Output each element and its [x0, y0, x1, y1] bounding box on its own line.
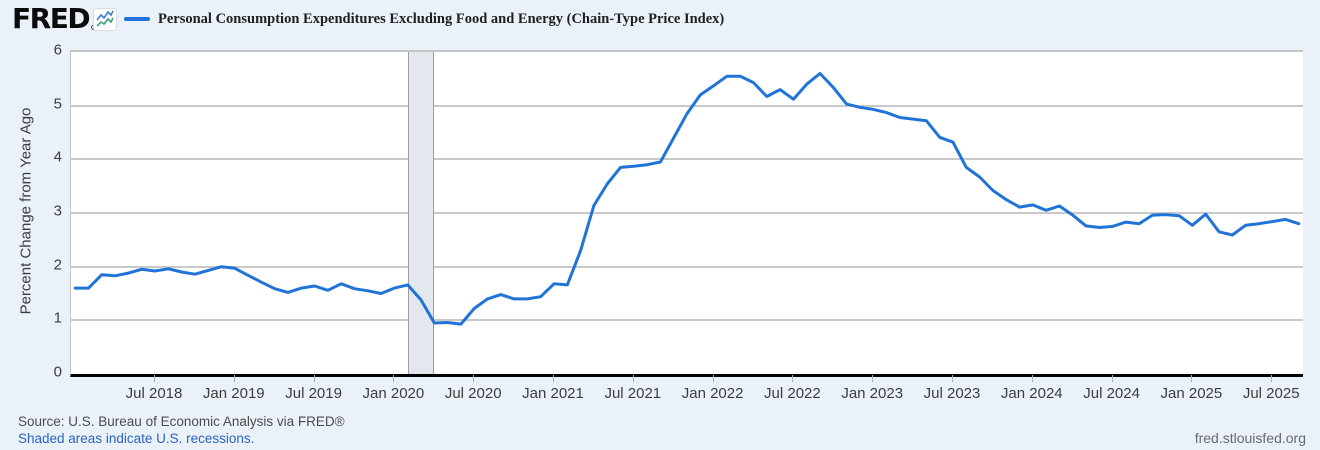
- x-tick-label: Jul 2019: [285, 385, 342, 402]
- x-tick-label: Jul 2023: [923, 385, 981, 402]
- x-tick-mark: [154, 375, 155, 382]
- x-tick-label: Jan 2019: [202, 385, 265, 402]
- series-title: Personal Consumption Expenditures Exclud…: [158, 10, 725, 27]
- x-tick-mark: [313, 375, 315, 382]
- x-tick-mark: [872, 375, 874, 382]
- x-tick-label: Jul 2024: [1083, 385, 1140, 402]
- x-tick-label: Jan 2020: [362, 385, 425, 402]
- series-line: [73, 72, 1301, 326]
- x-tick-mark: [792, 375, 794, 382]
- fred-watermark-link[interactable]: fred.stlouisfed.org: [1194, 430, 1306, 446]
- x-tick-mark: [1031, 375, 1033, 382]
- gridline: [71, 319, 1303, 322]
- plot-area: [70, 50, 1303, 377]
- y-tick-label: 2: [53, 256, 62, 274]
- x-tick-label: Jan 2022: [681, 385, 744, 402]
- x-tick-mark: [1191, 375, 1193, 382]
- x-tick-label: Jan 2023: [841, 385, 904, 402]
- fred-logo-text: FRED: [12, 2, 91, 35]
- x-tick-label: Jul 2021: [604, 385, 662, 402]
- legend: Personal Consumption Expenditures Exclud…: [124, 8, 724, 30]
- y-tick-label: 6: [53, 41, 62, 59]
- x-tick-label: Jul 2022: [764, 385, 821, 402]
- x-tick-label: Jul 2025: [1242, 385, 1300, 402]
- series-line-chart: [73, 72, 1301, 326]
- x-tick-label: Jan 2025: [1160, 385, 1223, 402]
- y-tick-label: 1: [53, 309, 62, 327]
- x-tick-mark: [393, 375, 395, 382]
- x-tick-label: Jul 2020: [444, 385, 502, 402]
- legend-line-swatch: [124, 17, 150, 21]
- x-tick-mark: [712, 375, 714, 382]
- gridline: [71, 212, 1303, 214]
- y-tick-label: 3: [53, 202, 62, 220]
- x-tick-label: Jan 2024: [1000, 385, 1063, 402]
- gridline: [71, 104, 1303, 107]
- fred-sparkline-icon: [93, 8, 117, 31]
- x-tick-mark: [553, 375, 554, 382]
- x-tick-mark: [473, 375, 475, 382]
- x-tick-mark: [952, 375, 953, 382]
- x-tick-label: Jul 2018: [125, 385, 183, 402]
- y-tick-label: 0: [53, 363, 62, 381]
- x-tick-mark: [1111, 375, 1113, 382]
- gridline: [71, 158, 1303, 161]
- x-tick-mark: [632, 375, 634, 382]
- y-tick-label: 5: [53, 95, 62, 113]
- fred-logo[interactable]: FRED®: [12, 4, 98, 43]
- source-text: Source: U.S. Bureau of Economic Analysis…: [18, 414, 345, 429]
- x-tick-mark: [1271, 375, 1273, 382]
- x-tick-mark: [233, 375, 235, 382]
- y-tick-label: 4: [53, 148, 62, 166]
- recession-band: [407, 52, 435, 374]
- x-tick-label: Jan 2021: [522, 385, 584, 402]
- gridline: [71, 265, 1303, 268]
- recession-note-link[interactable]: Shaded areas indicate U.S. recessions.: [18, 431, 255, 446]
